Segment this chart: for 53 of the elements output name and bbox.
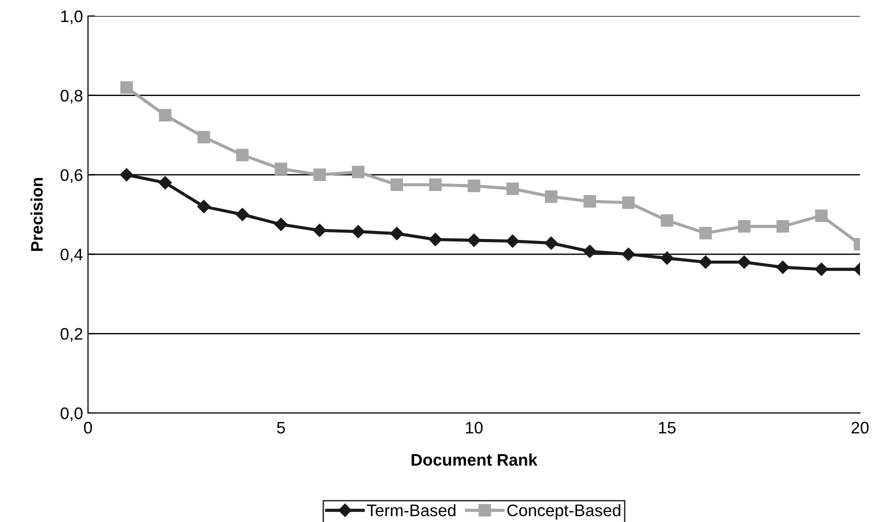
point	[274, 162, 288, 176]
y-tick-label: 0,0	[60, 407, 82, 422]
point	[390, 226, 404, 240]
point	[776, 260, 790, 274]
point	[660, 214, 674, 227]
point	[274, 218, 288, 232]
point	[583, 244, 596, 258]
point	[429, 178, 442, 191]
point	[467, 234, 481, 247]
point	[428, 232, 442, 246]
point	[158, 109, 172, 122]
x-axis-title: Document Rank	[412, 454, 538, 466]
point	[814, 262, 828, 276]
point	[544, 236, 558, 250]
point	[738, 220, 750, 233]
point	[622, 196, 635, 209]
point	[198, 130, 210, 144]
x-tick-label: 5	[277, 422, 285, 434]
point	[776, 220, 790, 233]
point	[622, 248, 635, 261]
point	[468, 180, 480, 192]
point	[815, 209, 828, 222]
point	[120, 81, 133, 94]
x-tick-label: 0	[84, 422, 92, 434]
y-tick-label: 0,8	[60, 90, 82, 104]
y-tick-label: 0,2	[60, 328, 82, 342]
point	[699, 226, 712, 240]
point	[236, 148, 249, 162]
point	[506, 234, 520, 248]
y-tick-label: 0,6	[60, 169, 82, 183]
point	[699, 256, 712, 269]
x-tick-label: 10	[466, 422, 483, 434]
y-tick-label: 0,4	[60, 248, 83, 262]
point	[506, 182, 519, 195]
y-tick-label: 1,0	[61, 10, 82, 24]
x-tick-label: 15	[659, 422, 676, 434]
point	[660, 252, 674, 265]
point	[352, 166, 364, 178]
point	[313, 168, 326, 182]
point	[313, 224, 326, 237]
point	[120, 168, 134, 182]
x-tick-label: 20	[852, 422, 869, 434]
point	[584, 195, 596, 208]
legend-label: Term-Based	[367, 504, 456, 516]
point	[390, 178, 404, 191]
point	[158, 176, 172, 190]
point	[197, 200, 210, 214]
legend-label: Concept-Based	[507, 504, 620, 520]
point	[544, 190, 558, 203]
point	[738, 256, 751, 269]
y-axis-title: Precision	[30, 178, 43, 251]
point	[236, 208, 249, 222]
point	[352, 224, 365, 238]
